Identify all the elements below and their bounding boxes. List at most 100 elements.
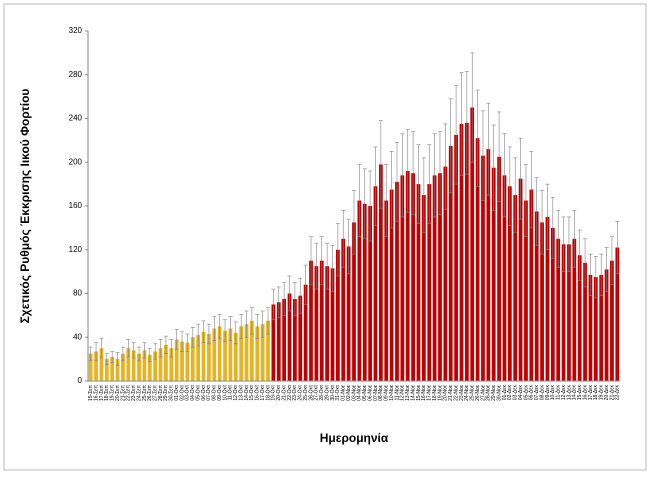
x-tick-label: 14-Οκτ [244,385,250,401]
x-tick-label: 25-Σεπ [142,384,148,401]
bar [325,266,330,381]
x-tick-label: 01-Νοε [341,384,347,401]
bar [405,171,410,381]
bar [577,255,582,381]
x-tick-label: 03-Οκτ [185,385,191,401]
bar [395,181,399,381]
y-tick-label: 280 [69,70,83,79]
x-tick-label: 19-Σεπ [110,384,116,401]
bar [110,356,115,381]
x-tick-label: 18-Οκτ [265,385,271,401]
bar [309,260,313,381]
x-tick-label: 22-Οκτ [287,385,293,401]
bar [513,195,518,381]
x-tick-label: 20-Νοε [443,384,449,401]
bar [346,246,351,381]
bar [432,175,437,381]
x-tick-label: 15-Νοε [416,384,422,401]
x-tick-label: 16-Σεπ [93,384,99,401]
x-tick-label: 22-Νοε [453,384,459,401]
bar [438,173,442,381]
x-tick-label: 26-Οκτ [308,385,314,401]
bar [610,260,614,381]
x-tick-label: 04-Οκτ [190,385,196,401]
bar [293,298,297,381]
bar [352,222,356,381]
x-tick-label: 19-Δεκ [599,385,605,401]
bar [137,353,141,381]
bar [239,326,244,381]
bar [481,155,485,381]
x-tick-label: 20-Οκτ [276,385,282,401]
x-tick-label: 29-Σεπ [163,384,169,401]
x-tick-label: 11-Δεκ [556,385,562,400]
x-tick-label: 17-Οκτ [260,385,266,401]
bar [287,293,292,381]
bar [153,351,158,381]
bar [121,353,125,381]
x-tick-label: 10-Νοε [389,384,395,401]
bar [223,330,227,381]
bar [244,324,249,381]
x-tick-label: 01-Δεκ [502,385,508,401]
bar [373,186,378,381]
bar [540,222,544,381]
x-tick-label: 07-Οκτ [206,385,212,401]
bar [185,342,190,381]
bar [207,333,211,381]
x-tick-label: 25-Νοε [470,384,476,401]
bar [94,351,98,381]
x-tick-label: 26-Σεπ [147,384,153,401]
x-tick-label: 04-Δεκ [518,385,524,401]
bar [459,123,464,381]
bar [464,122,469,381]
x-tick-label: 09-Δεκ [545,385,551,401]
x-tick-label: 03-Δεκ [513,385,519,401]
x-tick-label: 03-Νοε [351,384,357,401]
x-tick-label: 17-Νοε [427,384,433,401]
bar [389,189,394,381]
bar [615,247,620,381]
bar [524,200,528,381]
x-tick-label: 26-Νοε [475,384,481,401]
x-tick-label: 15-Οκτ [249,385,255,401]
x-tick-label: 05-Δεκ [523,385,529,401]
x-tick-label: 24-Νοε [464,384,470,401]
x-tick-label: 09-Οκτ [217,385,223,401]
x-tick-label: 17-Δεκ [588,385,594,401]
bar [174,339,179,381]
y-tick-label: 80 [73,289,82,298]
x-tick-label: 21-Σεπ [120,384,126,401]
bar [561,244,566,381]
x-tick-label: 08-Δεκ [539,385,545,401]
x-tick-label: 17-Σεπ [99,384,105,401]
bar [491,167,496,381]
bar [378,164,383,381]
x-tick-label: 19-Οκτ [271,385,277,401]
x-tick-label: 21-Οκτ [281,385,287,401]
x-tick-label: 16-Δεκ [582,385,588,401]
x-tick-label: 10-Οκτ [222,385,228,401]
bar [319,260,324,381]
bar [217,326,222,381]
x-tick-label: 04-Νοε [357,384,363,401]
bar [131,350,136,381]
bar [475,138,480,381]
x-tick-label: 15-Σεπ [88,384,94,401]
bar [593,277,598,381]
x-tick-label: 23-Σεπ [131,384,137,401]
x-tick-label: 15-Δεκ [577,385,583,401]
bar [147,354,152,381]
bar [518,178,523,381]
bar [260,324,265,381]
x-tick-label: 30-Σεπ [169,384,175,401]
bar [330,268,335,381]
x-tick-label: 27-Σεπ [152,384,158,401]
x-tick-label: 01-Οκτ [174,385,180,401]
bar [201,331,206,381]
bar [550,227,555,381]
x-tick-label: 13-Οκτ [238,385,244,401]
x-tick-label: 30-Νοε [496,384,502,401]
x-tick-label: 05-Οκτ [195,385,201,401]
